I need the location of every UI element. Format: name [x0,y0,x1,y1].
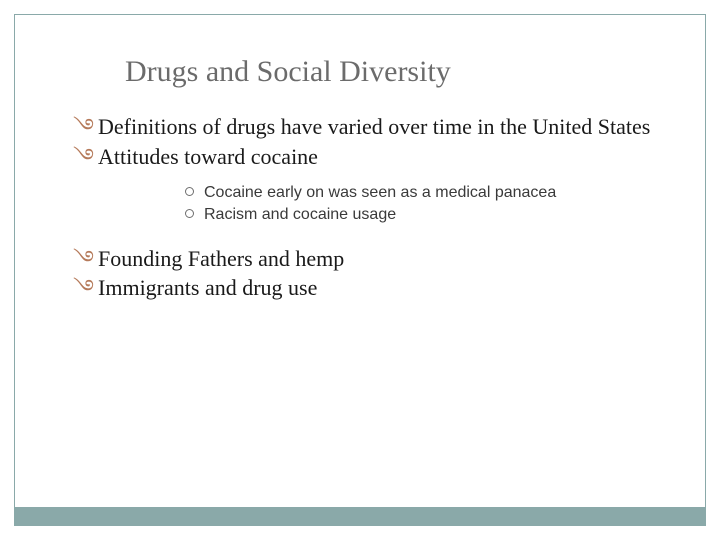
bullet-text: Attitudes toward cocaine [98,143,665,171]
sub-bullet-group: Cocaine early on was seen as a medical p… [73,172,665,245]
sub-bullet-text: Cocaine early on was seen as a medical p… [204,182,665,204]
circle-bullet-icon [185,187,194,196]
sub-bullet-item: Cocaine early on was seen as a medical p… [185,182,665,204]
swirl-bullet-icon: ࿓ [73,274,94,302]
bullet-text: Definitions of drugs have varied over ti… [98,113,665,141]
bullet-text: Founding Fathers and hemp [98,245,665,273]
sub-bullet-item: Racism and cocaine usage [185,204,665,226]
bottom-accent-band [14,508,706,526]
slide-title: Drugs and Social Diversity [15,15,705,113]
bullet-item: ࿓ Attitudes toward cocaine [73,143,665,171]
slide-content: ࿓ Definitions of drugs have varied over … [15,113,705,302]
bullet-item: ࿓ Definitions of drugs have varied over … [73,113,665,141]
circle-bullet-icon [185,209,194,218]
sub-bullet-text: Racism and cocaine usage [204,204,665,226]
swirl-bullet-icon: ࿓ [73,245,94,273]
bullet-item: ࿓ Immigrants and drug use [73,274,665,302]
swirl-bullet-icon: ࿓ [73,143,94,171]
slide-frame: Drugs and Social Diversity ࿓ Definitions… [14,14,706,508]
swirl-bullet-icon: ࿓ [73,113,94,141]
bullet-text: Immigrants and drug use [98,274,665,302]
bullet-item: ࿓ Founding Fathers and hemp [73,245,665,273]
